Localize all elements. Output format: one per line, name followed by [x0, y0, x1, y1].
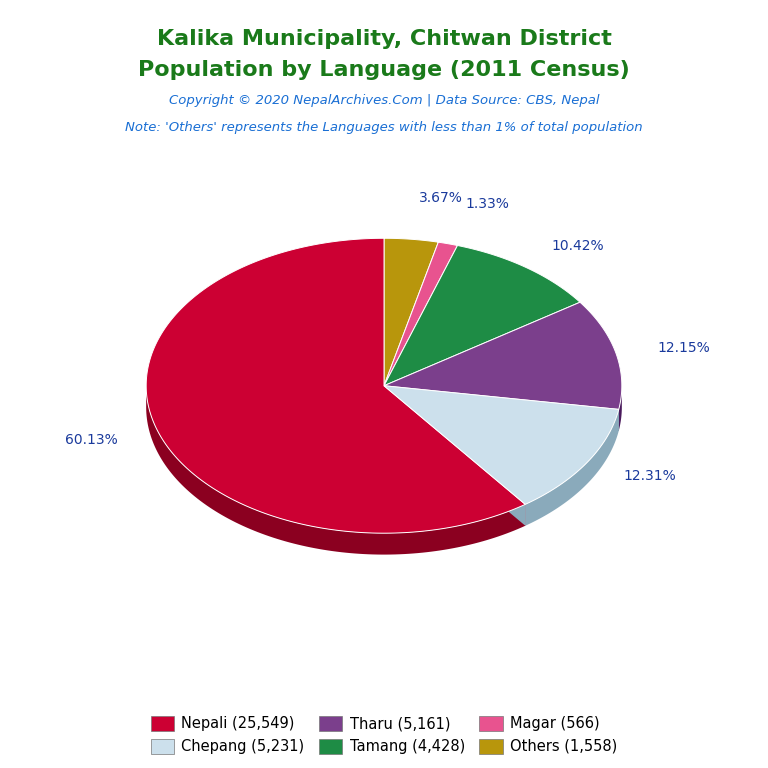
Polygon shape — [384, 303, 622, 409]
Text: Population by Language (2011 Census): Population by Language (2011 Census) — [138, 60, 630, 80]
Polygon shape — [384, 386, 619, 431]
Text: 10.42%: 10.42% — [552, 240, 604, 253]
Polygon shape — [384, 386, 619, 431]
Polygon shape — [384, 386, 525, 526]
Polygon shape — [619, 386, 622, 431]
Text: Kalika Municipality, Chitwan District: Kalika Municipality, Chitwan District — [157, 29, 611, 49]
Polygon shape — [384, 246, 580, 386]
Text: Note: 'Others' represents the Languages with less than 1% of total population: Note: 'Others' represents the Languages … — [125, 121, 643, 134]
Text: 1.33%: 1.33% — [466, 197, 510, 211]
Polygon shape — [384, 242, 458, 386]
Text: 12.15%: 12.15% — [658, 341, 710, 355]
Legend: Nepali (25,549), Chepang (5,231), Tharu (5,161), Tamang (4,428), Magar (566), Ot: Nepali (25,549), Chepang (5,231), Tharu … — [145, 710, 623, 760]
Text: 12.31%: 12.31% — [624, 469, 677, 483]
Text: 3.67%: 3.67% — [419, 191, 463, 205]
Polygon shape — [384, 386, 525, 526]
Polygon shape — [384, 238, 439, 386]
Polygon shape — [525, 409, 619, 526]
Polygon shape — [384, 386, 619, 505]
Text: 60.13%: 60.13% — [65, 433, 118, 447]
Polygon shape — [146, 386, 525, 554]
Polygon shape — [146, 238, 525, 533]
Text: Copyright © 2020 NepalArchives.Com | Data Source: CBS, Nepal: Copyright © 2020 NepalArchives.Com | Dat… — [169, 94, 599, 107]
